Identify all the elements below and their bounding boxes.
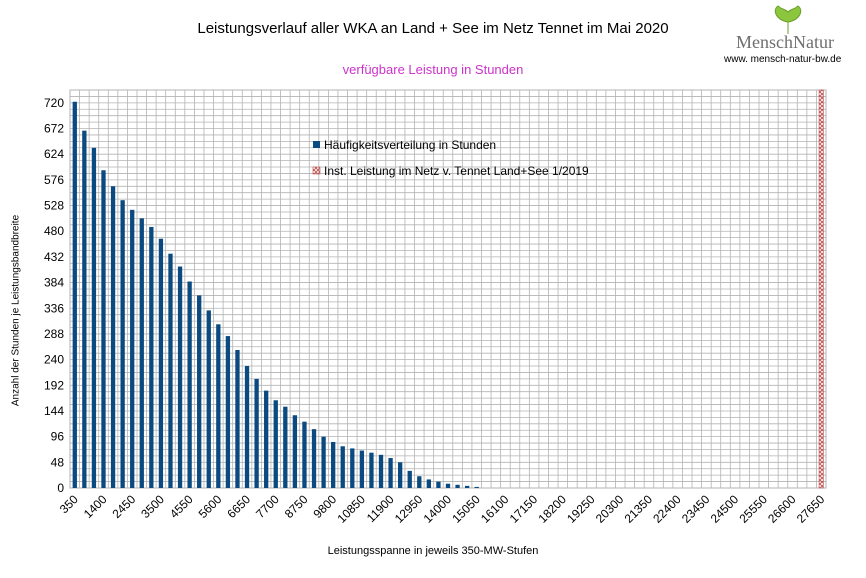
x-tick-label: 14000	[421, 492, 455, 526]
bar	[302, 421, 307, 488]
x-axis-label: Leistungsspanne in jeweils 350-MW-Stufen	[327, 545, 539, 557]
x-tick-label: 17150	[507, 492, 541, 526]
logo: MenschNatur www. mensch-natur-bw.de	[724, 4, 864, 66]
bar	[120, 200, 125, 489]
x-tick-label: 1400	[81, 492, 110, 521]
x-tick-label: 27650	[794, 492, 828, 526]
x-tick-label: 21350	[622, 492, 656, 526]
bar	[216, 324, 221, 488]
bar	[264, 390, 269, 488]
x-tick-label: 16100	[478, 492, 512, 526]
y-tick-label: 48	[51, 455, 65, 469]
y-tick-label: 672	[44, 122, 64, 136]
y-tick-label: 0	[57, 481, 64, 495]
y-tick-label: 528	[44, 199, 64, 213]
x-tick-label: 4550	[167, 492, 196, 521]
bar	[110, 186, 116, 488]
bar	[177, 266, 183, 488]
y-tick-label: 192	[44, 378, 64, 392]
bar	[388, 458, 393, 488]
x-tick-label: 20300	[593, 492, 627, 526]
bar	[225, 336, 231, 488]
ginkgo-leaf-icon	[774, 5, 802, 34]
bar	[82, 130, 87, 488]
logo-brand: MenschNatur	[736, 32, 834, 52]
x-tick-label: 350	[57, 492, 81, 516]
bar	[436, 481, 441, 488]
bar	[273, 400, 278, 488]
bar	[168, 253, 173, 488]
y-tick-label: 288	[44, 327, 64, 341]
bar	[206, 310, 211, 488]
x-tick-label: 26600	[765, 492, 799, 526]
bar	[130, 209, 135, 489]
bar	[149, 226, 154, 489]
x-tick-label: 10850	[334, 492, 368, 526]
bar-installed	[818, 89, 824, 489]
legend-swatch-installed	[312, 166, 321, 175]
x-tick-label: 11900	[364, 492, 397, 525]
x-tick-label: 15050	[449, 492, 483, 526]
x-tick-label: 23450	[679, 492, 713, 526]
bar	[397, 462, 403, 488]
y-tick-label: 384	[44, 276, 64, 290]
legend-label-histogram: Häufigkeitsverteilung in Stunden	[324, 138, 496, 152]
bar	[417, 476, 422, 488]
bar	[321, 436, 326, 488]
x-tick-label: 22400	[650, 492, 684, 526]
bar	[311, 429, 317, 488]
x-tick-label: 3500	[138, 492, 167, 521]
y-tick-label: 144	[44, 404, 64, 418]
bar	[139, 218, 144, 489]
bar	[378, 454, 384, 488]
bar	[254, 378, 259, 488]
bar	[359, 450, 365, 488]
bar	[369, 452, 374, 488]
x-tick-label: 24500	[708, 492, 742, 526]
legend-label-installed: Inst. Leistung im Netz v. Tennet Land+Se…	[324, 164, 589, 178]
bar	[426, 479, 432, 488]
bar	[187, 281, 192, 488]
x-tick-label: 18200	[535, 492, 569, 526]
y-tick-label: 480	[44, 224, 64, 238]
x-tick-label: 6650	[224, 492, 253, 521]
x-tick-label: 19250	[564, 492, 598, 526]
x-tick-label: 5600	[196, 492, 225, 521]
logo-url: www. mensch-natur-bw.de	[724, 54, 842, 65]
bar	[197, 295, 202, 488]
bar	[340, 446, 345, 488]
chart-subtitle: verfügbare Leistung in Stunden	[342, 62, 524, 77]
x-tick-label: 2450	[110, 492, 139, 521]
bar	[464, 485, 470, 488]
bar	[445, 483, 451, 488]
y-tick-label: 720	[44, 96, 64, 110]
bar	[91, 147, 97, 488]
y-tick-label: 96	[51, 430, 65, 444]
y-tick-label: 624	[44, 147, 64, 161]
legend-swatch-histogram	[313, 141, 320, 148]
y-tick-label: 240	[44, 353, 64, 367]
bar	[101, 170, 106, 488]
bar	[331, 441, 336, 488]
bar	[72, 101, 77, 489]
bar	[474, 486, 479, 488]
chart-title: Leistungsverlauf aller WKA an Land + See…	[197, 20, 669, 37]
bar	[158, 238, 164, 488]
y-tick-label: 432	[44, 250, 64, 264]
y-tick-label: 336	[44, 301, 64, 315]
y-tick-label: 576	[44, 173, 64, 187]
bar	[455, 484, 460, 488]
bar	[235, 349, 240, 488]
bar	[407, 470, 412, 488]
x-tick-label: 8750	[282, 492, 311, 521]
x-tick-label: 7700	[253, 492, 282, 521]
bar	[292, 415, 298, 488]
x-tick-label: 12950	[392, 492, 426, 526]
bar	[350, 448, 355, 488]
x-tick-label: 25550	[736, 492, 770, 526]
bar	[244, 366, 250, 488]
bar	[283, 406, 288, 488]
